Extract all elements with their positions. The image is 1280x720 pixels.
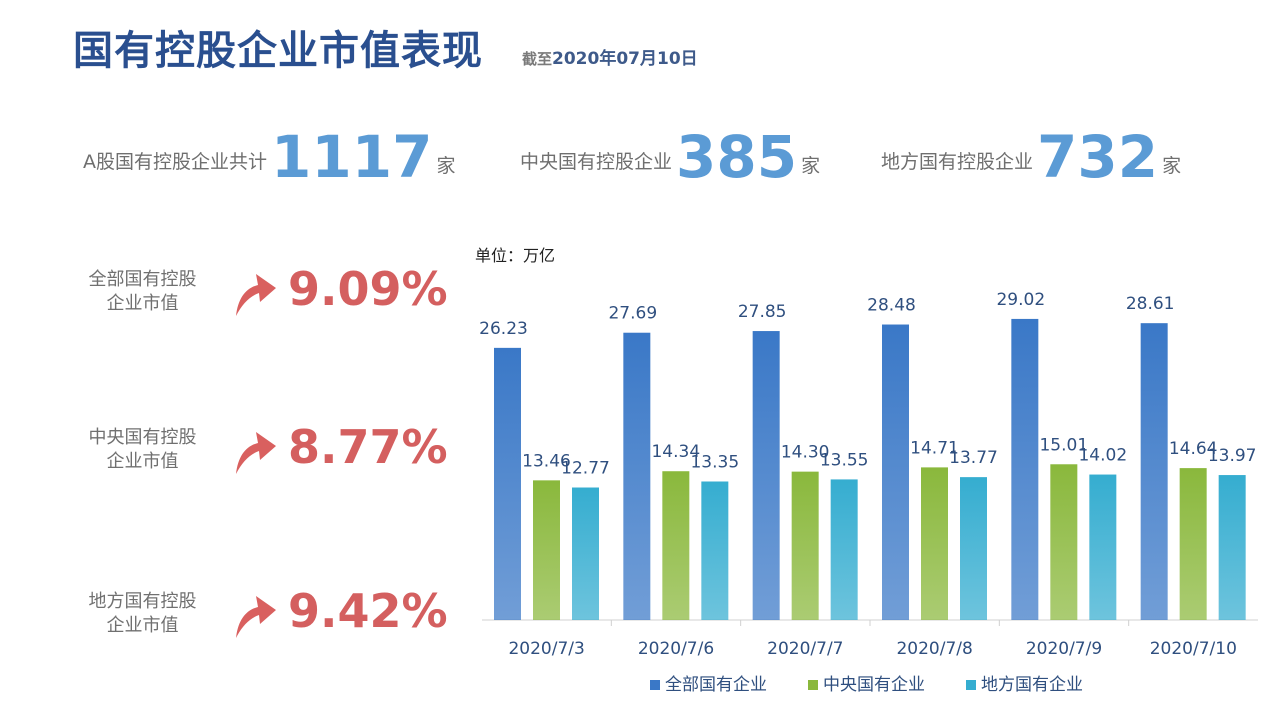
stat-total-soe: A股国有控股企业共计 1117 家 (83, 122, 455, 192)
metric-central-soe-value: 中央国有控股 企业市值 8.77% (60, 420, 460, 490)
data-label: 14.34 (651, 442, 700, 462)
bar (1179, 468, 1207, 620)
up-arrow-icon (236, 274, 276, 316)
bar (752, 331, 780, 620)
up-arrow-icon (236, 596, 276, 638)
bar (1140, 323, 1168, 620)
bar (533, 480, 560, 620)
stat-value: 385 (676, 123, 798, 191)
metric-label-line1: 地方国有控股 (88, 591, 197, 612)
stat-unit: 家 (1162, 154, 1182, 177)
page-title: 国有控股企业市值表现 (73, 28, 483, 74)
metric-label: 中央国有控股 企业市值 (60, 426, 225, 474)
data-label: 14.02 (1078, 446, 1127, 466)
legend-label: 中央国有企业 (823, 675, 925, 695)
data-label: 29.02 (996, 290, 1045, 310)
data-label: 14.30 (781, 443, 830, 463)
metric-change: 9.42% (288, 584, 448, 638)
data-label: 27.69 (608, 304, 657, 324)
metric-label-line1: 全部国有控股 (88, 269, 197, 290)
metric-change: 8.77% (288, 420, 448, 474)
data-label: 26.23 (479, 319, 528, 339)
legend-swatch (966, 680, 976, 690)
bar (572, 487, 599, 620)
legend-swatch (808, 680, 818, 690)
bar (882, 324, 909, 620)
data-label: 13.97 (1208, 446, 1257, 466)
x-tick-label: 2020/7/8 (896, 639, 972, 659)
x-tick-label: 2020/7/3 (508, 639, 584, 659)
metric-label-line1: 中央国有控股 (88, 427, 197, 448)
x-tick-label: 2020/7/6 (638, 639, 714, 659)
bar (960, 477, 987, 620)
stat-central-soe: 中央国有控股企业 385 家 (520, 122, 820, 192)
bar (921, 467, 948, 620)
data-label: 14.64 (1169, 439, 1218, 459)
metric-label-line2: 企业市值 (106, 451, 179, 472)
stat-unit: 家 (436, 154, 456, 177)
stat-label: 地方国有控股企业 (881, 150, 1034, 173)
legend-label: 全部国有企业 (665, 675, 767, 695)
data-label: 14.71 (910, 438, 959, 458)
x-tick-label: 2020/7/10 (1150, 639, 1237, 659)
data-label: 13.77 (949, 448, 998, 468)
metric-label-line2: 企业市值 (106, 293, 179, 314)
metric-change: 9.09% (288, 262, 448, 316)
data-label: 28.48 (867, 296, 916, 316)
bar (701, 481, 729, 620)
bar (494, 347, 521, 620)
stat-local-soe: 地方国有控股企业 732 家 (881, 122, 1181, 192)
as-of-prefix: 截至 (522, 50, 553, 68)
metric-label: 地方国有控股 企业市值 (60, 590, 225, 638)
data-label: 27.85 (738, 302, 787, 322)
data-label: 13.55 (820, 450, 869, 470)
stat-value: 732 (1037, 123, 1159, 191)
legend-label: 地方国有企业 (981, 675, 1083, 695)
x-tick-label: 2020/7/9 (1026, 639, 1102, 659)
chart-unit-label: 单位：万亿 (475, 246, 556, 265)
stat-label: 中央国有控股企业 (520, 150, 673, 173)
bar (1011, 318, 1039, 620)
up-arrow-icon (236, 432, 276, 474)
stat-label: A股国有控股企业共计 (83, 150, 267, 173)
data-label: 15.01 (1039, 435, 1088, 455)
metric-local-soe-value: 地方国有控股 企业市值 9.42% (60, 584, 460, 654)
bar (791, 471, 819, 620)
stat-unit: 家 (801, 154, 821, 177)
legend-swatch (650, 680, 660, 690)
as-of-date-value: 2020年07月10日 (552, 49, 698, 69)
stat-value: 1117 (271, 123, 433, 191)
bar (1050, 464, 1078, 620)
data-label: 28.61 (1126, 294, 1175, 314)
bar (830, 479, 858, 620)
bar (662, 471, 690, 620)
metric-label: 全部国有控股 企业市值 (60, 268, 225, 316)
metric-label-line2: 企业市值 (106, 615, 179, 636)
data-label: 13.35 (690, 452, 739, 472)
as-of-date: 截至2020年07月10日 (522, 44, 698, 69)
data-label: 12.77 (561, 459, 610, 479)
bar (1089, 474, 1117, 620)
bar (623, 332, 651, 620)
metric-all-soe-value: 全部国有控股 企业市值 9.09% (60, 262, 460, 332)
data-label: 13.46 (522, 451, 571, 471)
x-tick-label: 2020/7/7 (767, 639, 843, 659)
bar (1218, 475, 1246, 620)
